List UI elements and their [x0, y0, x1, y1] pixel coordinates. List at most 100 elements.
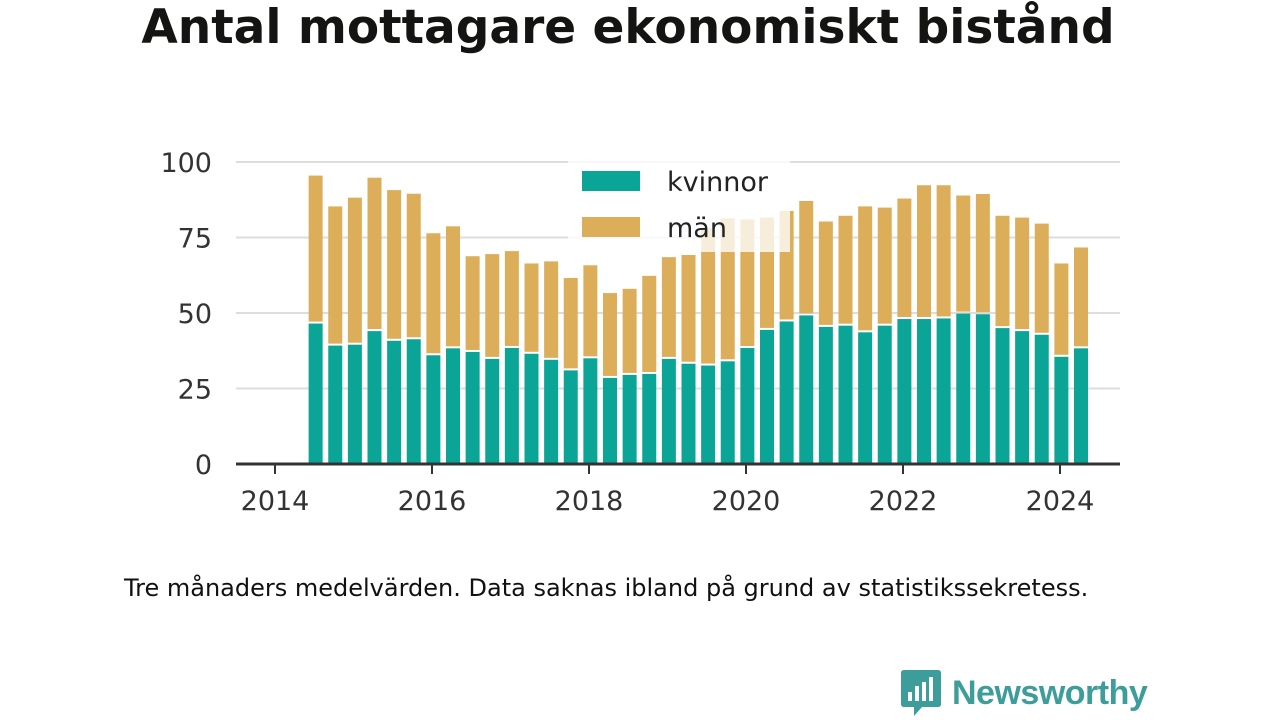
bar-kvinnor — [995, 328, 1010, 464]
bar-kvinnor — [544, 359, 559, 464]
bar-kvinnor — [701, 365, 716, 464]
bar-kvinnor — [465, 351, 480, 464]
y-tick-label: 100 — [160, 148, 212, 179]
bar-man — [347, 197, 362, 343]
bar-kvinnor — [387, 340, 402, 464]
x-tick-label: 2016 — [398, 486, 467, 517]
bar-man — [367, 177, 382, 330]
bar-kvinnor — [936, 318, 951, 464]
x-tick-label: 2022 — [869, 486, 938, 517]
bar-man — [583, 265, 598, 357]
bar-man — [426, 233, 441, 354]
bar-kvinnor — [681, 363, 696, 464]
bar-kvinnor — [446, 348, 460, 464]
bar-man — [661, 257, 676, 357]
bar-man — [1074, 247, 1088, 347]
bar-man — [622, 288, 637, 373]
bar-man — [720, 218, 735, 360]
bar-kvinnor — [661, 358, 676, 464]
bar-man — [563, 277, 578, 369]
bar-man — [504, 251, 519, 347]
chart-title: Antal mottagare ekonomiskt bistånd — [141, 0, 1115, 55]
legend: kvinnor män — [568, 160, 790, 252]
bar-man — [897, 198, 912, 318]
y-tick-label: 25 — [178, 375, 212, 406]
bar-kvinnor — [347, 344, 362, 464]
bar-kvinnor — [740, 348, 755, 464]
bar-kvinnor — [799, 315, 814, 464]
bar-man — [818, 221, 833, 325]
bar-kvinnor — [975, 314, 990, 464]
bar-kvinnor — [406, 339, 421, 464]
bar-man — [642, 275, 657, 373]
bar-man — [328, 206, 343, 344]
y-tick-label: 75 — [178, 224, 212, 255]
y-tick-label: 0 — [195, 450, 212, 481]
bar-man — [838, 215, 853, 324]
bar-kvinnor — [818, 326, 833, 464]
bar-man — [603, 293, 617, 376]
bar-man — [1034, 223, 1049, 333]
bar-man — [524, 263, 539, 352]
bar-man — [1015, 217, 1030, 330]
bar-kvinnor — [779, 321, 794, 464]
bar-kvinnor — [720, 361, 735, 464]
bar-man — [936, 185, 951, 317]
bar-man — [544, 261, 559, 358]
bar-kvinnor — [760, 329, 774, 464]
legend-label: män — [667, 213, 727, 244]
bar-kvinnor — [367, 331, 382, 464]
axes: 0 25 50 75 100 2014 2016 2018 2020 2022 2024 — [160, 148, 1120, 517]
bar-series — [308, 175, 1088, 464]
x-tick-label: 2018 — [555, 486, 624, 517]
bar-man — [446, 226, 460, 347]
brand-name: Newsworthy — [952, 673, 1148, 712]
bar-kvinnor — [1054, 356, 1069, 464]
bar-kvinnor — [622, 374, 637, 464]
bar-man — [701, 228, 716, 364]
bar-kvinnor — [838, 325, 853, 464]
newsworthy-logo-icon — [901, 670, 941, 716]
bar-man — [975, 194, 990, 313]
bar-man — [877, 207, 892, 324]
bar-kvinnor — [897, 319, 912, 464]
bar-man — [799, 200, 814, 314]
bar-kvinnor — [642, 374, 657, 464]
bar-man — [387, 190, 402, 339]
bar-kvinnor — [1015, 331, 1030, 464]
bar-kvinnor — [1074, 348, 1088, 464]
bar-kvinnor — [504, 348, 519, 464]
bar-kvinnor — [917, 319, 931, 464]
bar-kvinnor — [858, 332, 873, 464]
chart-area: 0 25 50 75 100 2014 2016 2018 2020 2022 2024 kvinn… — [160, 148, 1120, 517]
bar-man — [465, 256, 480, 350]
bar-kvinnor — [877, 325, 892, 464]
bar-man — [917, 185, 931, 318]
newsworthy-logo: Newsworthy — [900, 668, 1148, 718]
chart-footnote: Tre månaders medelvärden. Data saknas ib… — [124, 574, 1089, 602]
bar-man — [956, 195, 971, 312]
x-tick-label: 2014 — [241, 486, 310, 517]
bar-man — [681, 255, 696, 362]
bar-man — [1054, 263, 1069, 355]
bar-kvinnor — [603, 377, 617, 464]
bar-kvinnor — [308, 323, 323, 464]
bar-kvinnor — [563, 370, 578, 464]
legend-swatch — [582, 217, 640, 237]
bar-kvinnor — [524, 353, 539, 464]
x-tick-label: 2024 — [1026, 486, 1095, 517]
bar-kvinnor — [426, 355, 441, 464]
bar-man — [995, 215, 1010, 327]
bar-kvinnor — [583, 358, 598, 464]
bar-man — [485, 254, 500, 357]
bar-kvinnor — [485, 358, 500, 464]
legend-swatch — [582, 171, 640, 191]
y-tick-label: 50 — [178, 299, 212, 330]
bar-man — [406, 193, 421, 338]
bar-kvinnor — [1034, 334, 1049, 464]
x-tick-label: 2020 — [712, 486, 781, 517]
bar-man — [308, 175, 323, 322]
bar-kvinnor — [956, 313, 971, 464]
bar-man — [858, 206, 873, 331]
bar-kvinnor — [328, 345, 343, 464]
